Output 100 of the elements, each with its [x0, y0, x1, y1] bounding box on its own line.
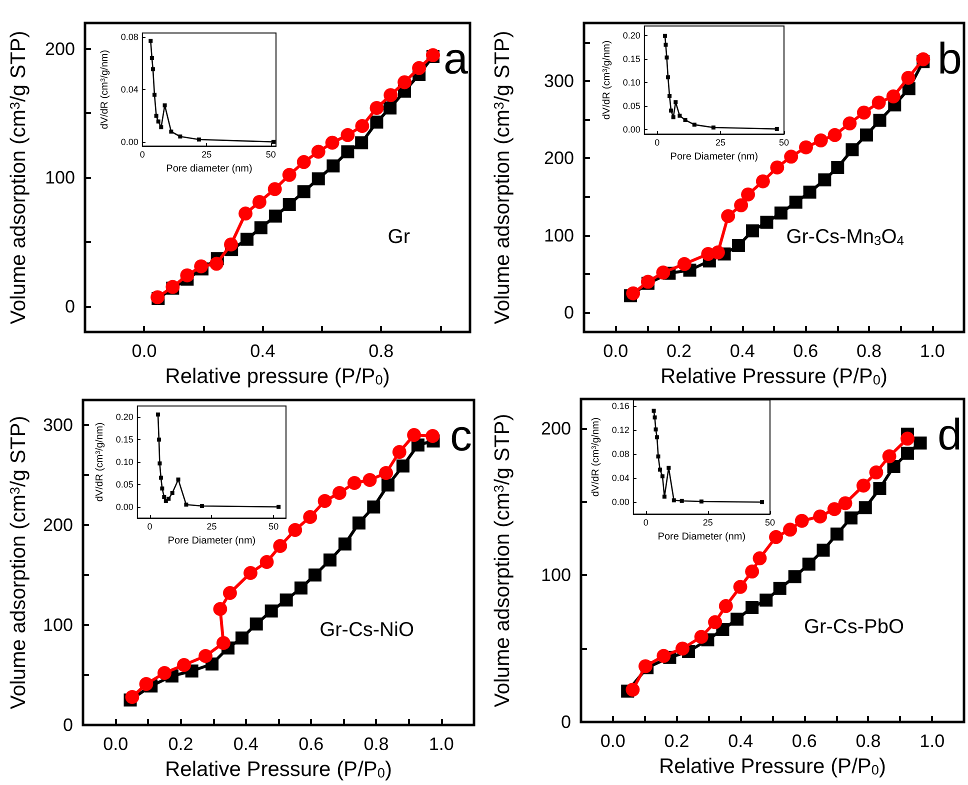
point [254, 221, 268, 234]
point [166, 496, 171, 501]
point [664, 55, 669, 60]
point [818, 173, 832, 186]
point [222, 586, 237, 600]
point [367, 500, 380, 514]
point [156, 120, 160, 124]
y-tick-label: 0.00 [622, 124, 640, 134]
x-tick-label: 25 [702, 518, 713, 528]
point [194, 259, 208, 274]
point [347, 476, 362, 490]
point [312, 172, 325, 186]
point [774, 206, 788, 220]
point [148, 38, 153, 43]
point [125, 690, 140, 704]
point [784, 150, 798, 164]
point [860, 128, 873, 142]
x-tick-label: 0 [140, 150, 145, 160]
point [162, 495, 166, 500]
point [656, 454, 660, 458]
point [802, 558, 816, 571]
y-tick-label: 0.08 [120, 32, 138, 42]
x-axis-title: Pore diameter (nm) [166, 164, 252, 174]
point [721, 209, 736, 224]
y-tick-label: 0.00 [116, 502, 134, 512]
x-tick-label: 0 [147, 522, 152, 532]
x-tick-label: 0.6 [793, 341, 818, 361]
y-tick-label: 200 [42, 515, 73, 535]
point [664, 42, 668, 47]
point [169, 130, 174, 134]
point [799, 140, 813, 154]
point [816, 544, 830, 557]
point [156, 438, 161, 442]
point [282, 198, 296, 212]
y-axis-title: Volume adsorption (cm3/g STP) [491, 414, 514, 708]
annotation: c [450, 412, 472, 460]
point [734, 198, 748, 212]
point [250, 618, 263, 630]
point [672, 498, 676, 502]
point [352, 516, 366, 530]
point [872, 96, 886, 110]
point [676, 642, 690, 656]
point [252, 194, 266, 209]
x-tick-label: 0.0 [132, 341, 157, 361]
point [288, 523, 302, 537]
point [746, 224, 759, 238]
y-tick-label: 200 [44, 38, 75, 59]
point [869, 465, 884, 480]
x-tick-label: 0.2 [168, 734, 194, 754]
x-axis-title: Pore Diameter (nm) [168, 536, 256, 546]
point [407, 428, 422, 442]
x-tick-label: 50 [266, 150, 276, 160]
point [844, 511, 858, 524]
point [150, 67, 155, 72]
x-axis-title: Relative Pressure (P/P0) [659, 755, 886, 778]
x-tick-label: 0.2 [666, 341, 692, 361]
point [426, 429, 440, 443]
point [831, 160, 844, 174]
y-tick-label: 0.08 [612, 449, 630, 460]
point [236, 632, 249, 644]
x-tick-label: 0.4 [730, 341, 755, 361]
point [158, 461, 162, 466]
point [264, 604, 278, 618]
point [158, 476, 163, 480]
x-tick-label: 0.4 [250, 341, 276, 361]
point [741, 188, 756, 202]
y-tick-label: 0.05 [622, 100, 640, 111]
point [856, 478, 870, 493]
point [326, 159, 340, 172]
point [200, 504, 204, 508]
point [198, 649, 213, 663]
point [412, 61, 426, 76]
point [730, 612, 744, 626]
point [177, 658, 192, 672]
point [318, 494, 332, 508]
point [760, 594, 773, 607]
point [666, 75, 670, 80]
annotation: d [938, 410, 962, 460]
y-tick-label: 100 [42, 615, 73, 635]
point [830, 528, 844, 541]
x-axis-title: Relative Pressure (P/P0) [165, 758, 392, 781]
point [338, 538, 352, 550]
y-tick-label: 100 [540, 565, 571, 586]
point [674, 100, 678, 104]
point [745, 564, 760, 579]
y-tick-label: 0 [564, 302, 574, 323]
x-tick-label: 0.8 [856, 731, 881, 751]
x-tick-label: 0.6 [298, 734, 324, 754]
x-tick-label: 25 [716, 138, 726, 148]
point [827, 502, 842, 516]
x-tick-label: 0.8 [856, 341, 882, 361]
x-tick-label: 50 [764, 518, 775, 528]
point [170, 490, 174, 495]
point [157, 666, 172, 680]
point [710, 245, 725, 260]
point [210, 256, 224, 271]
x-tick-label: 25 [206, 522, 217, 532]
point [668, 94, 672, 98]
point [282, 168, 296, 182]
point [813, 509, 828, 524]
